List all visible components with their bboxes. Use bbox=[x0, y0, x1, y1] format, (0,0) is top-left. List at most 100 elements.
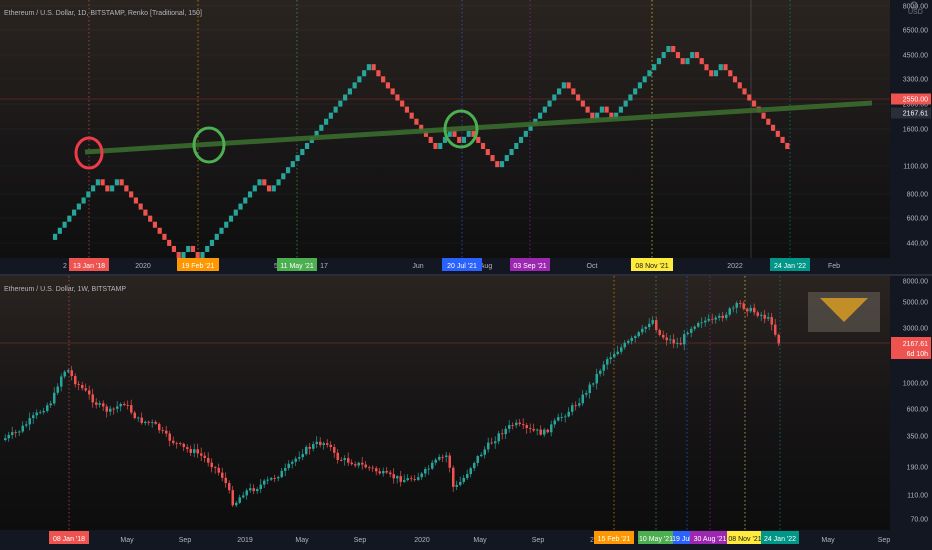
candle[interactable] bbox=[382, 471, 385, 474]
candle[interactable] bbox=[154, 422, 158, 424]
renko-brick[interactable] bbox=[91, 185, 96, 192]
candle[interactable] bbox=[67, 370, 70, 372]
renko-brick[interactable] bbox=[409, 112, 414, 119]
candle[interactable] bbox=[564, 416, 567, 418]
candle[interactable] bbox=[494, 441, 497, 444]
candle[interactable] bbox=[424, 469, 427, 474]
candle[interactable] bbox=[350, 462, 354, 465]
candle[interactable] bbox=[77, 384, 81, 386]
candle[interactable] bbox=[739, 303, 742, 304]
date-tag[interactable] bbox=[761, 531, 799, 544]
candle[interactable] bbox=[147, 421, 151, 423]
green-circle-marker[interactable] bbox=[192, 126, 226, 164]
candle[interactable] bbox=[161, 430, 165, 432]
candle[interactable] bbox=[322, 443, 326, 445]
renko-brick[interactable] bbox=[53, 233, 58, 240]
renko-brick[interactable] bbox=[509, 149, 514, 156]
renko-brick[interactable] bbox=[129, 191, 134, 198]
candle[interactable] bbox=[410, 478, 413, 480]
candle[interactable] bbox=[112, 408, 116, 410]
renko-brick[interactable] bbox=[243, 197, 248, 204]
candle[interactable] bbox=[389, 472, 392, 475]
candle[interactable] bbox=[497, 433, 501, 442]
renko-brick[interactable] bbox=[457, 136, 462, 143]
renko-brick[interactable] bbox=[666, 46, 671, 53]
candle[interactable] bbox=[186, 447, 189, 450]
candle[interactable] bbox=[294, 458, 298, 462]
renko-brick[interactable] bbox=[57, 227, 62, 234]
candle[interactable] bbox=[49, 403, 53, 406]
candle[interactable] bbox=[690, 328, 693, 333]
candle[interactable] bbox=[536, 429, 539, 431]
renko-brick[interactable] bbox=[381, 76, 386, 83]
renko-brick[interactable] bbox=[718, 64, 723, 71]
renko-brick[interactable] bbox=[319, 124, 324, 131]
renko-brick[interactable] bbox=[357, 76, 362, 83]
candle[interactable] bbox=[546, 429, 550, 433]
candle[interactable] bbox=[476, 456, 480, 463]
candle[interactable] bbox=[224, 477, 228, 484]
renko-brick[interactable] bbox=[590, 112, 595, 119]
candle[interactable] bbox=[189, 449, 193, 453]
renko-brick[interactable] bbox=[333, 106, 338, 113]
renko-brick[interactable] bbox=[732, 76, 738, 83]
renko-brick[interactable] bbox=[72, 209, 77, 216]
candle[interactable] bbox=[532, 428, 536, 431]
candle[interactable] bbox=[179, 443, 182, 444]
renko-brick[interactable] bbox=[566, 82, 571, 89]
candle[interactable] bbox=[777, 334, 781, 344]
candle[interactable] bbox=[676, 343, 679, 344]
renko-brick[interactable] bbox=[328, 112, 333, 119]
candle[interactable] bbox=[196, 449, 200, 454]
renko-brick[interactable] bbox=[300, 149, 305, 156]
candle[interactable] bbox=[88, 390, 91, 395]
candle[interactable] bbox=[490, 442, 494, 444]
renko-brick[interactable] bbox=[775, 130, 780, 137]
settings-icon[interactable] bbox=[910, 1, 918, 9]
renko-brick[interactable] bbox=[67, 215, 72, 222]
renko-brick[interactable] bbox=[561, 82, 566, 89]
candle[interactable] bbox=[172, 440, 175, 443]
renko-brick[interactable] bbox=[400, 100, 405, 107]
candle[interactable] bbox=[245, 490, 249, 496]
renko-brick[interactable] bbox=[599, 106, 604, 113]
candle[interactable] bbox=[616, 351, 620, 355]
candle[interactable] bbox=[347, 458, 350, 463]
renko-brick[interactable] bbox=[76, 203, 81, 210]
candle[interactable] bbox=[301, 454, 305, 458]
candle[interactable] bbox=[595, 373, 599, 384]
candle[interactable] bbox=[441, 456, 445, 458]
candle[interactable] bbox=[571, 405, 574, 412]
candle[interactable] bbox=[396, 476, 399, 479]
candle[interactable] bbox=[231, 490, 235, 506]
renko-brick[interactable] bbox=[290, 161, 295, 168]
renko-brick[interactable] bbox=[742, 88, 747, 95]
candle[interactable] bbox=[74, 376, 77, 385]
renko-brick[interactable] bbox=[661, 52, 666, 59]
candle[interactable] bbox=[406, 478, 410, 481]
candle[interactable] bbox=[242, 495, 245, 498]
renko-brick[interactable] bbox=[209, 239, 215, 246]
candle[interactable] bbox=[123, 403, 126, 406]
candle[interactable] bbox=[651, 320, 655, 324]
candle[interactable] bbox=[7, 434, 11, 439]
renko-brick[interactable] bbox=[761, 112, 766, 119]
candle[interactable] bbox=[602, 364, 606, 371]
renko-brick[interactable] bbox=[295, 155, 300, 162]
candle[interactable] bbox=[116, 406, 119, 409]
candle[interactable] bbox=[200, 453, 203, 456]
candle[interactable] bbox=[501, 433, 504, 435]
renko-brick[interactable] bbox=[490, 155, 495, 162]
candle[interactable] bbox=[39, 412, 42, 414]
renko-brick[interactable] bbox=[362, 70, 367, 77]
candle[interactable] bbox=[126, 405, 130, 406]
renko-brick[interactable] bbox=[238, 203, 243, 210]
candle[interactable] bbox=[630, 338, 634, 341]
candle[interactable] bbox=[308, 446, 312, 449]
candle[interactable] bbox=[28, 418, 32, 425]
date-tag[interactable] bbox=[442, 258, 482, 271]
candle[interactable] bbox=[270, 478, 273, 480]
candle[interactable] bbox=[480, 454, 483, 457]
candle[interactable] bbox=[280, 470, 284, 478]
renko-brick[interactable] bbox=[633, 88, 638, 95]
